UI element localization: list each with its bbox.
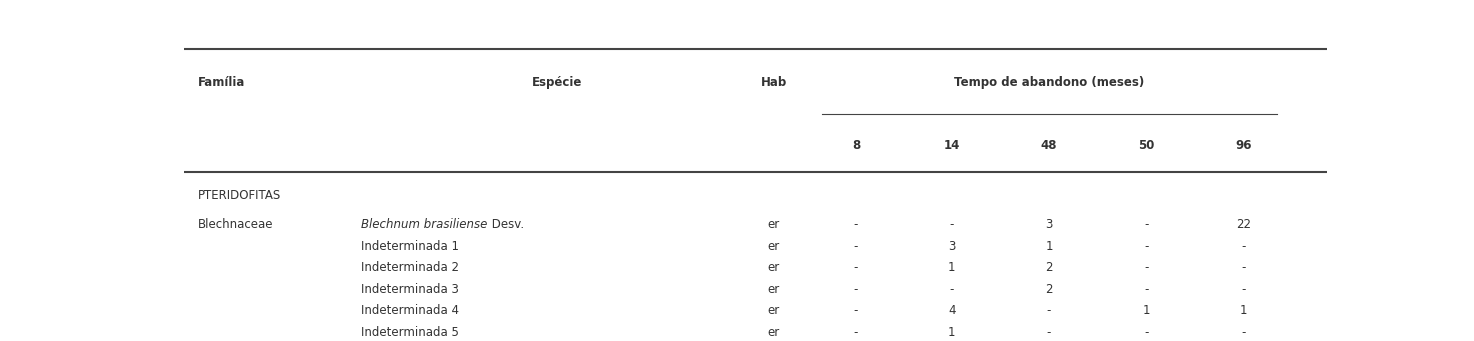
Text: 2: 2 bbox=[1045, 283, 1052, 296]
Text: -: - bbox=[949, 218, 954, 231]
Text: -: - bbox=[1144, 283, 1148, 296]
Text: -: - bbox=[853, 326, 858, 339]
Text: er: er bbox=[768, 240, 780, 253]
Text: Indeterminada 5: Indeterminada 5 bbox=[361, 326, 460, 339]
Text: 8: 8 bbox=[852, 139, 859, 152]
Text: -: - bbox=[1047, 304, 1051, 317]
Text: 1: 1 bbox=[948, 261, 955, 274]
Text: 1: 1 bbox=[1045, 240, 1052, 253]
Text: -: - bbox=[1144, 240, 1148, 253]
Text: Indeterminada 1: Indeterminada 1 bbox=[361, 240, 460, 253]
Text: 1: 1 bbox=[948, 326, 955, 339]
Text: 3: 3 bbox=[1045, 218, 1052, 231]
Text: -: - bbox=[853, 240, 858, 253]
Text: 48: 48 bbox=[1041, 139, 1057, 152]
Text: er: er bbox=[768, 218, 780, 231]
Text: 1: 1 bbox=[1240, 304, 1247, 317]
Text: er: er bbox=[768, 304, 780, 317]
Text: 4: 4 bbox=[948, 304, 955, 317]
Text: 3: 3 bbox=[948, 240, 955, 253]
Text: 22: 22 bbox=[1235, 218, 1251, 231]
Text: Família: Família bbox=[198, 76, 245, 89]
Text: Indeterminada 4: Indeterminada 4 bbox=[361, 304, 460, 317]
Text: Blechnum brasiliense: Blechnum brasiliense bbox=[361, 218, 488, 231]
Text: 2: 2 bbox=[1045, 261, 1052, 274]
Text: -: - bbox=[1144, 218, 1148, 231]
Text: -: - bbox=[853, 304, 858, 317]
Text: -: - bbox=[1144, 326, 1148, 339]
Text: 14: 14 bbox=[943, 139, 960, 152]
Text: er: er bbox=[768, 326, 780, 339]
Text: -: - bbox=[1241, 261, 1246, 274]
Text: -: - bbox=[1144, 261, 1148, 274]
Text: Blechnaceae: Blechnaceae bbox=[198, 218, 274, 231]
Text: Indeterminada 2: Indeterminada 2 bbox=[361, 261, 460, 274]
Text: -: - bbox=[949, 283, 954, 296]
Text: 96: 96 bbox=[1235, 139, 1251, 152]
Text: Desv.: Desv. bbox=[488, 218, 523, 231]
Text: -: - bbox=[853, 218, 858, 231]
Text: er: er bbox=[768, 261, 780, 274]
Text: 1: 1 bbox=[1142, 304, 1150, 317]
Text: -: - bbox=[1241, 240, 1246, 253]
Text: Espécie: Espécie bbox=[532, 76, 582, 89]
Text: -: - bbox=[1047, 326, 1051, 339]
Text: Indeterminada 3: Indeterminada 3 bbox=[361, 283, 460, 296]
Text: -: - bbox=[853, 283, 858, 296]
Text: 50: 50 bbox=[1138, 139, 1154, 152]
Text: Hab: Hab bbox=[761, 76, 787, 89]
Text: -: - bbox=[853, 261, 858, 274]
Text: PTERIDOFITAS: PTERIDOFITAS bbox=[198, 189, 282, 202]
Text: -: - bbox=[1241, 283, 1246, 296]
Text: -: - bbox=[1241, 326, 1246, 339]
Text: Tempo de abandono (meses): Tempo de abandono (meses) bbox=[955, 76, 1145, 89]
Text: er: er bbox=[768, 283, 780, 296]
